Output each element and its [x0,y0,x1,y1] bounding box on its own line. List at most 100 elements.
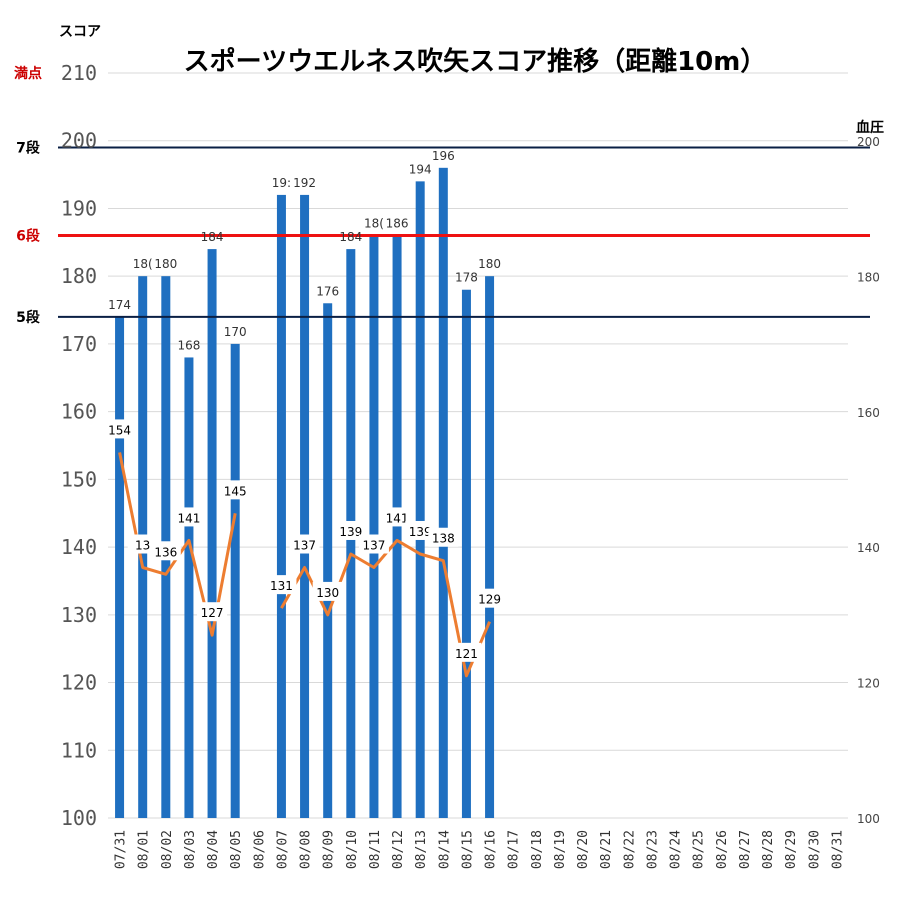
bar-value-label: 176 [316,284,339,298]
score-bar [276,194,286,819]
score-bar [184,357,194,818]
x-tick-label: 08/18 [530,830,545,869]
bp-value-label: 141 [386,511,409,525]
bar-value-label: 184 [201,230,224,244]
y-tick-label: 110 [61,738,97,762]
x-tick-label: 08/08 [299,830,314,869]
score-bar [300,194,310,819]
score-bar [438,167,448,818]
bp-value-label: 137 [362,539,385,553]
score-bar [230,343,240,818]
bar-value-label: 178 [455,271,478,285]
y2-tick-label: 100 [857,812,880,826]
x-tick-label: 08/26 [715,830,730,869]
x-tick-label: 08/29 [784,830,799,869]
bar-value-label: 18( [364,217,384,231]
bp-label-box [335,520,366,540]
bar-value-label: 170 [224,325,247,339]
x-tick-label: 08/27 [738,830,753,869]
bp-label-box [289,534,320,554]
y-axis-title: スコア [59,24,101,40]
bp-value-label: 139 [339,525,362,539]
x-tick-label: 08/04 [206,830,221,869]
chart-title: スポーツウエルネス吹矢スコア推移（距離10m） [184,46,767,77]
bp-value-label: 154 [108,423,131,437]
y-tick-label: 150 [61,467,97,491]
bp-value-label: 127 [201,606,224,620]
score-bar [369,235,379,818]
x-tick-label: 08/24 [669,830,684,869]
bp-label-box [405,520,436,540]
bp-value-label: 139 [409,525,432,539]
x-tick-label: 08/13 [414,830,429,869]
x-tick-label: 08/21 [599,830,614,869]
bp-label-box [173,507,204,527]
bp-label-box [382,507,413,527]
score-bar [461,289,471,818]
y-tick-label: 200 [61,129,97,153]
bp-label-box [220,480,251,500]
y2-tick-label: 160 [857,406,880,420]
x-tick-label: 08/19 [553,830,568,869]
y2-tick-label: 140 [857,541,880,555]
reference-label: 6段 [16,228,40,245]
bar-value-label: 186 [386,217,409,231]
axes: 100 110 120 130 140 150 160 170 180 190 200 210 100 1… [61,61,880,869]
bar-value-label: 18( [133,257,153,271]
x-tick-label: 08/07 [275,830,290,869]
x-tick-label: 08/31 [830,830,845,869]
x-tick-label: 08/28 [761,830,776,869]
x-tick-label: 08/16 [484,830,499,869]
x-tick-label: 08/17 [507,830,522,869]
x-tick-label: 08/14 [437,830,452,869]
bar-value-label: 180 [478,257,501,271]
x-tick-label: 08/03 [183,830,198,869]
y-tick-label: 210 [61,61,97,85]
x-tick-label: 08/20 [576,830,591,869]
bar-value-label: 174 [108,298,131,312]
y2-tick-label: 180 [857,270,880,284]
x-tick-label: 08/30 [807,830,822,869]
bp-label-box [358,534,389,554]
score-bar [115,316,125,818]
bp-label-box [127,534,158,554]
bp-value-label: 137 [293,539,316,553]
bp-label-box [150,541,181,561]
x-tick-label: 08/15 [460,830,475,869]
score-bar [323,303,333,819]
bar-value-label: 194 [409,162,432,176]
score-bar [415,181,425,818]
bp-value-label: 129 [478,593,501,607]
bp-label-box [428,527,459,547]
bar-value-label: 196 [432,149,455,163]
score-bar [485,276,495,818]
x-tick-label: 08/25 [692,830,707,869]
bp-value-label: 13 [135,539,150,553]
y-tick-label: 130 [61,603,97,627]
y-tick-label: 120 [61,671,97,695]
bp-value-label: 145 [224,484,247,498]
x-tick-label: 08/09 [322,830,337,869]
reference-label: 5段 [16,309,40,326]
bar-value-label: 168 [177,338,200,352]
bar-value-label: 184 [339,230,362,244]
y-tick-label: 160 [61,400,97,424]
reference-label: 満点 [14,65,42,82]
y2-tick-label: 200 [857,135,880,149]
y-tick-label: 100 [61,806,97,830]
bp-label-box [451,642,482,662]
bp-value-label: 138 [432,532,455,546]
x-tick-label: 08/23 [645,830,660,869]
score-bar [207,249,217,818]
bp-value-label: 130 [316,586,339,600]
bar-value-label: 19: [272,176,291,190]
y-tick-label: 140 [61,535,97,559]
x-tick-label: 08/06 [252,830,267,869]
y2-tick-label: 120 [857,677,880,691]
bp-label-box [104,419,135,439]
x-tick-label: 08/22 [622,830,637,869]
bar-value-label: 192 [293,176,316,190]
bp-label-box [266,575,297,595]
